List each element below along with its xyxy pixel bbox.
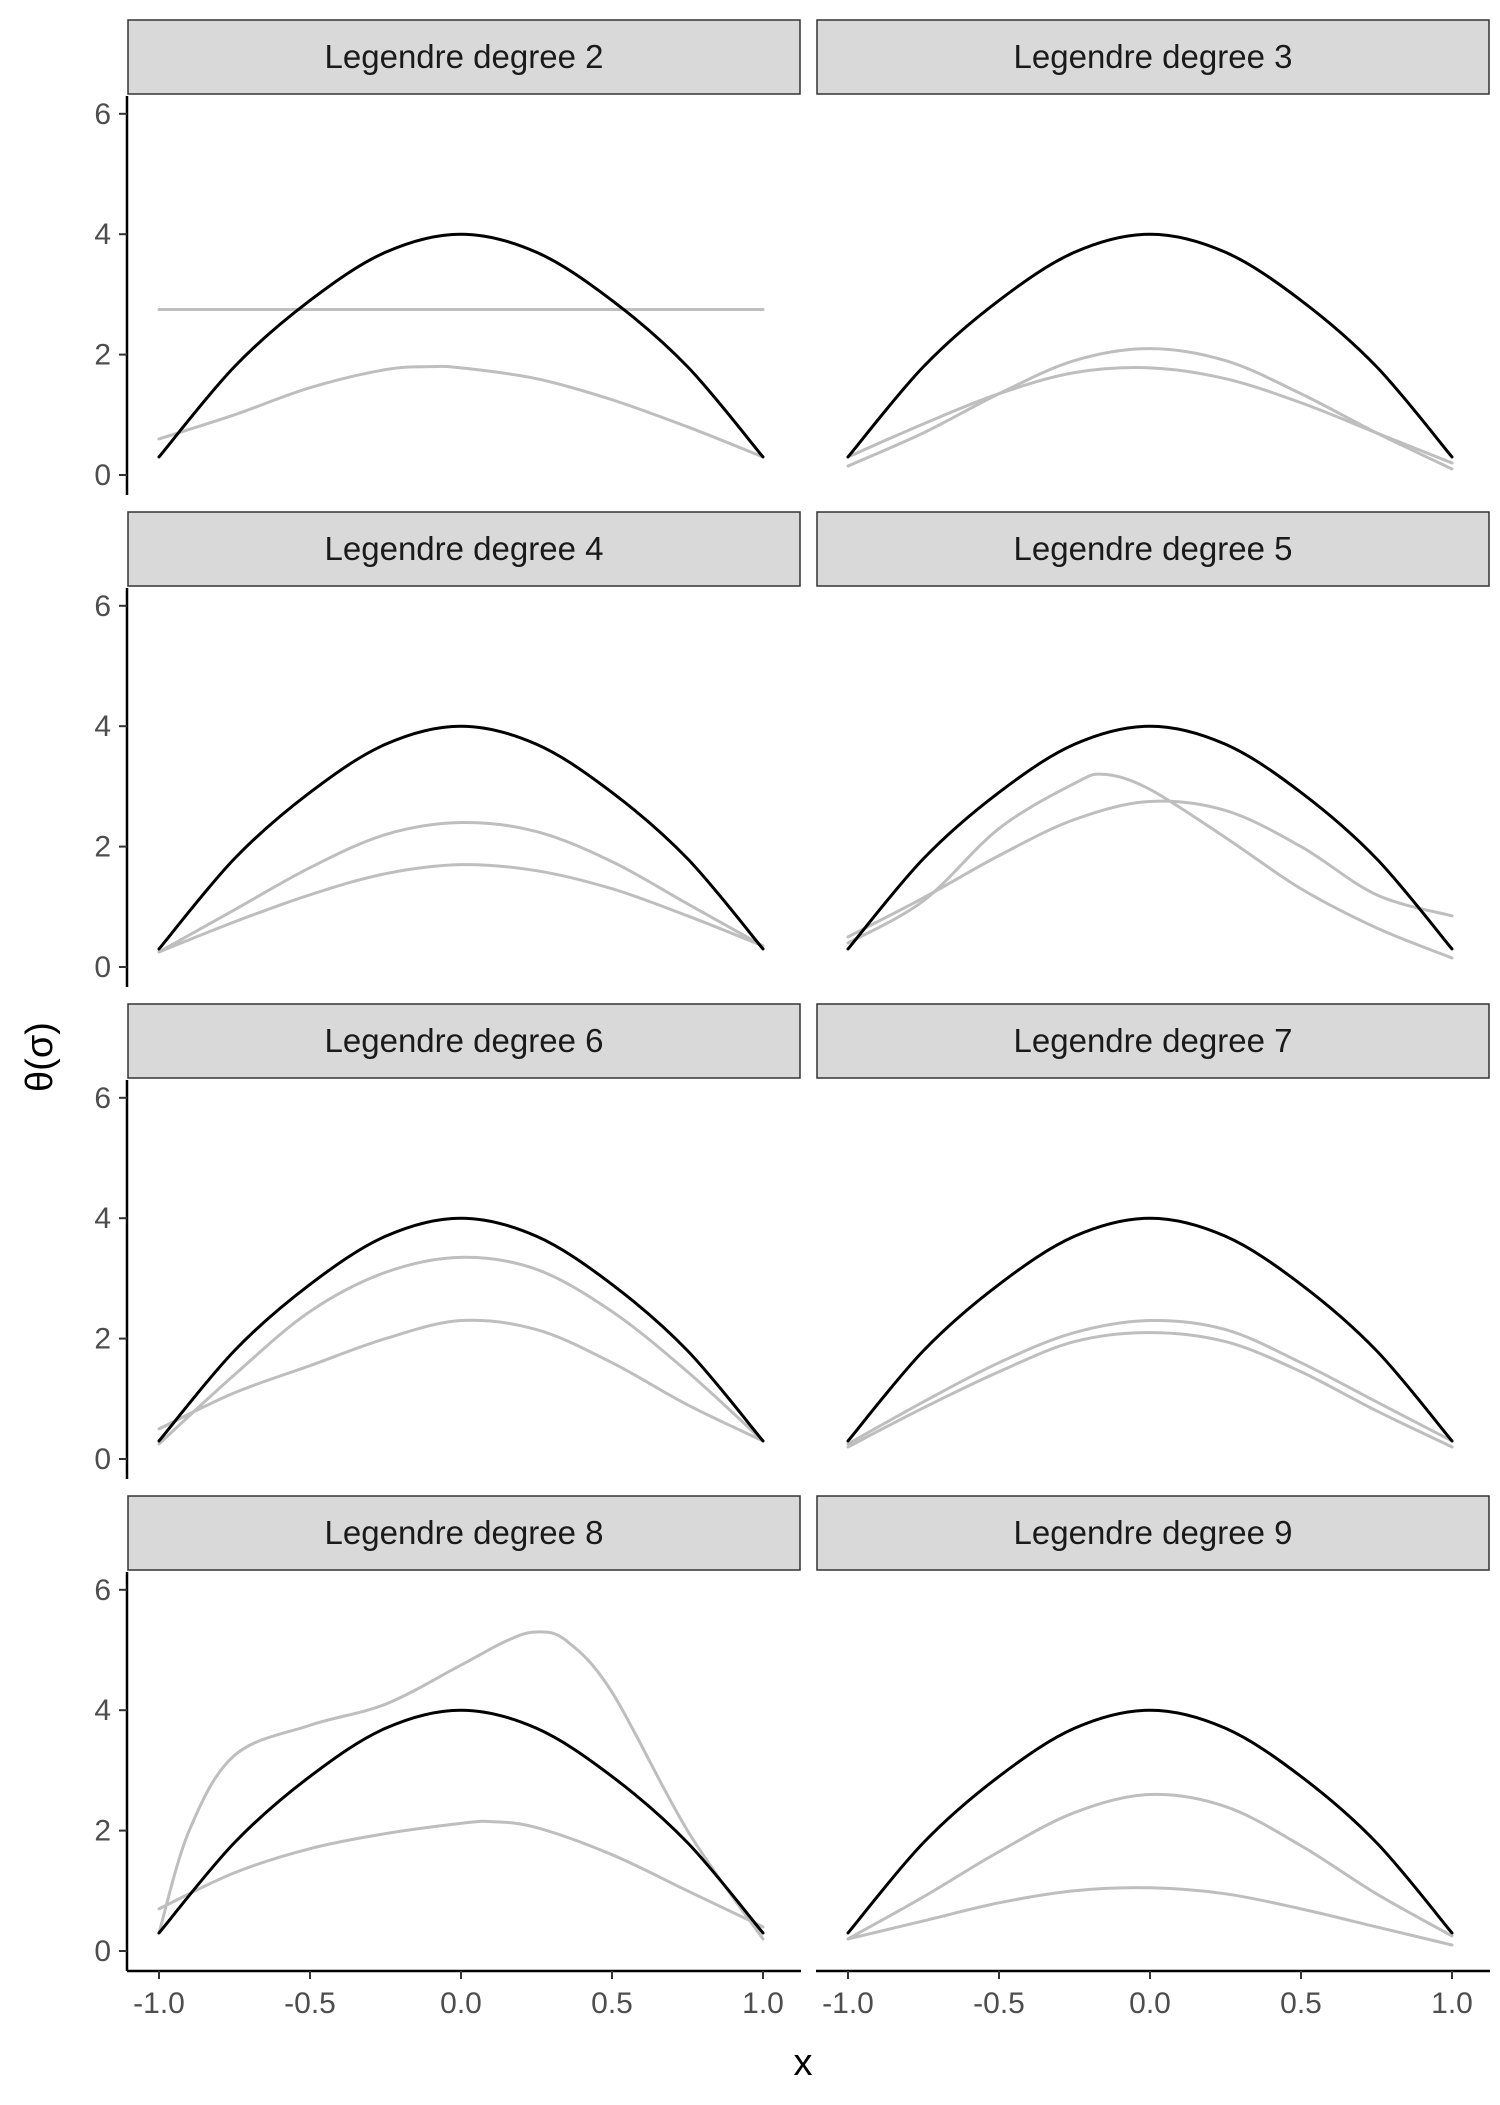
facet-title: Legendre degree 4 — [325, 530, 604, 567]
series-line-fitted — [846, 772, 1454, 960]
series-line-true — [157, 1708, 765, 1935]
facet-title: Legendre degree 5 — [1014, 530, 1293, 567]
y-axis-title: θ(σ) — [19, 1022, 61, 1092]
series-line-true — [157, 724, 765, 951]
y-tick-label: 2 — [94, 1323, 111, 1356]
facet-title: Legendre degree 8 — [325, 1514, 604, 1551]
facet-panel: Legendre degree 4 0 2 4 6 — [94, 511, 801, 987]
series-line-fitted — [846, 1318, 1454, 1446]
y-tick-label: 2 — [94, 339, 111, 372]
facet-panel: Legendre degree 3 — [816, 19, 1490, 471]
facet-title: Legendre degree 3 — [1014, 38, 1293, 75]
x-tick-label: -0.5 — [973, 1987, 1025, 2020]
y-tick-label: 4 — [94, 710, 111, 743]
facet-panel: Legendre degree 5 — [816, 511, 1490, 960]
facet-panel: Legendre degree 9 -1.0 -0.5 0.0 0.5 1.0 — [816, 1495, 1490, 2020]
y-tick-label: 0 — [94, 951, 111, 984]
series-line-true — [846, 232, 1454, 459]
facet-strip — [127, 19, 801, 95]
facet-panel: Legendre degree 8 0 2 4 6 -1.0 -0.5 0.0 0.5 1.0 — [94, 1495, 801, 2020]
facet-strip — [816, 1495, 1490, 1571]
facet-panel: Legendre degree 7 — [816, 1003, 1490, 1449]
series-line-fitted — [846, 1792, 1454, 1941]
y-tick-label: 2 — [94, 1815, 111, 1848]
x-tick-label: 0.0 — [1129, 1987, 1171, 2020]
x-tick-label: -1.0 — [133, 1987, 185, 2020]
facet-strip — [127, 1003, 801, 1079]
y-tick-label: 4 — [94, 1694, 111, 1727]
x-tick-label: 1.0 — [742, 1987, 784, 2020]
series-line-fitted — [157, 1318, 765, 1443]
series-line-fitted — [846, 1886, 1454, 1947]
x-tick-label: -1.0 — [822, 1987, 874, 2020]
series-line-fitted — [846, 799, 1454, 939]
y-tick-label: 2 — [94, 831, 111, 864]
y-tick-label: 4 — [94, 1202, 111, 1235]
facet-title: Legendre degree 9 — [1014, 1514, 1293, 1551]
series-line-fitted — [157, 364, 765, 459]
series-line-fitted — [157, 1630, 765, 1941]
series-line-true — [846, 724, 1454, 951]
y-tick-label: 4 — [94, 218, 111, 251]
x-axis-title: x — [794, 2042, 813, 2084]
y-tick-label: 0 — [94, 1935, 111, 1968]
facet-strip — [816, 1003, 1490, 1079]
x-tick-label: -0.5 — [284, 1987, 336, 2020]
x-tick-label: 0.5 — [1280, 1987, 1322, 2020]
facet-title: Legendre degree 7 — [1014, 1022, 1293, 1059]
x-tick-label: 0.0 — [440, 1987, 482, 2020]
series-line-true — [157, 232, 765, 459]
y-tick-label: 6 — [94, 98, 111, 131]
series-line-fitted — [846, 347, 1454, 471]
facet-strip — [127, 1495, 801, 1571]
series-line-fitted — [157, 863, 765, 954]
x-tick-label: 1.0 — [1431, 1987, 1473, 2020]
series-line-fitted — [157, 1255, 765, 1446]
series-line-true — [157, 1216, 765, 1443]
y-tick-label: 0 — [94, 1443, 111, 1476]
y-tick-label: 6 — [94, 590, 111, 623]
facet-panel: Legendre degree 2 0 2 4 6 — [94, 19, 801, 495]
series-line-true — [846, 1216, 1454, 1443]
x-tick-label: 0.5 — [591, 1987, 633, 2020]
facet-strip — [816, 19, 1490, 95]
facet-panel: Legendre degree 6 0 2 4 6 — [94, 1003, 801, 1479]
facet-title: Legendre degree 6 — [325, 1022, 604, 1059]
series-line-fitted — [846, 366, 1454, 465]
series-line-fitted — [846, 1331, 1454, 1449]
y-tick-label: 6 — [94, 1574, 111, 1607]
facet-strip — [127, 511, 801, 587]
facet-strip — [816, 511, 1490, 587]
facet-title: Legendre degree 2 — [325, 38, 604, 75]
y-tick-label: 0 — [94, 459, 111, 492]
y-tick-label: 6 — [94, 1082, 111, 1115]
series-line-fitted — [157, 1819, 765, 1929]
series-line-true — [846, 1708, 1454, 1935]
series-line-fitted — [157, 820, 765, 954]
